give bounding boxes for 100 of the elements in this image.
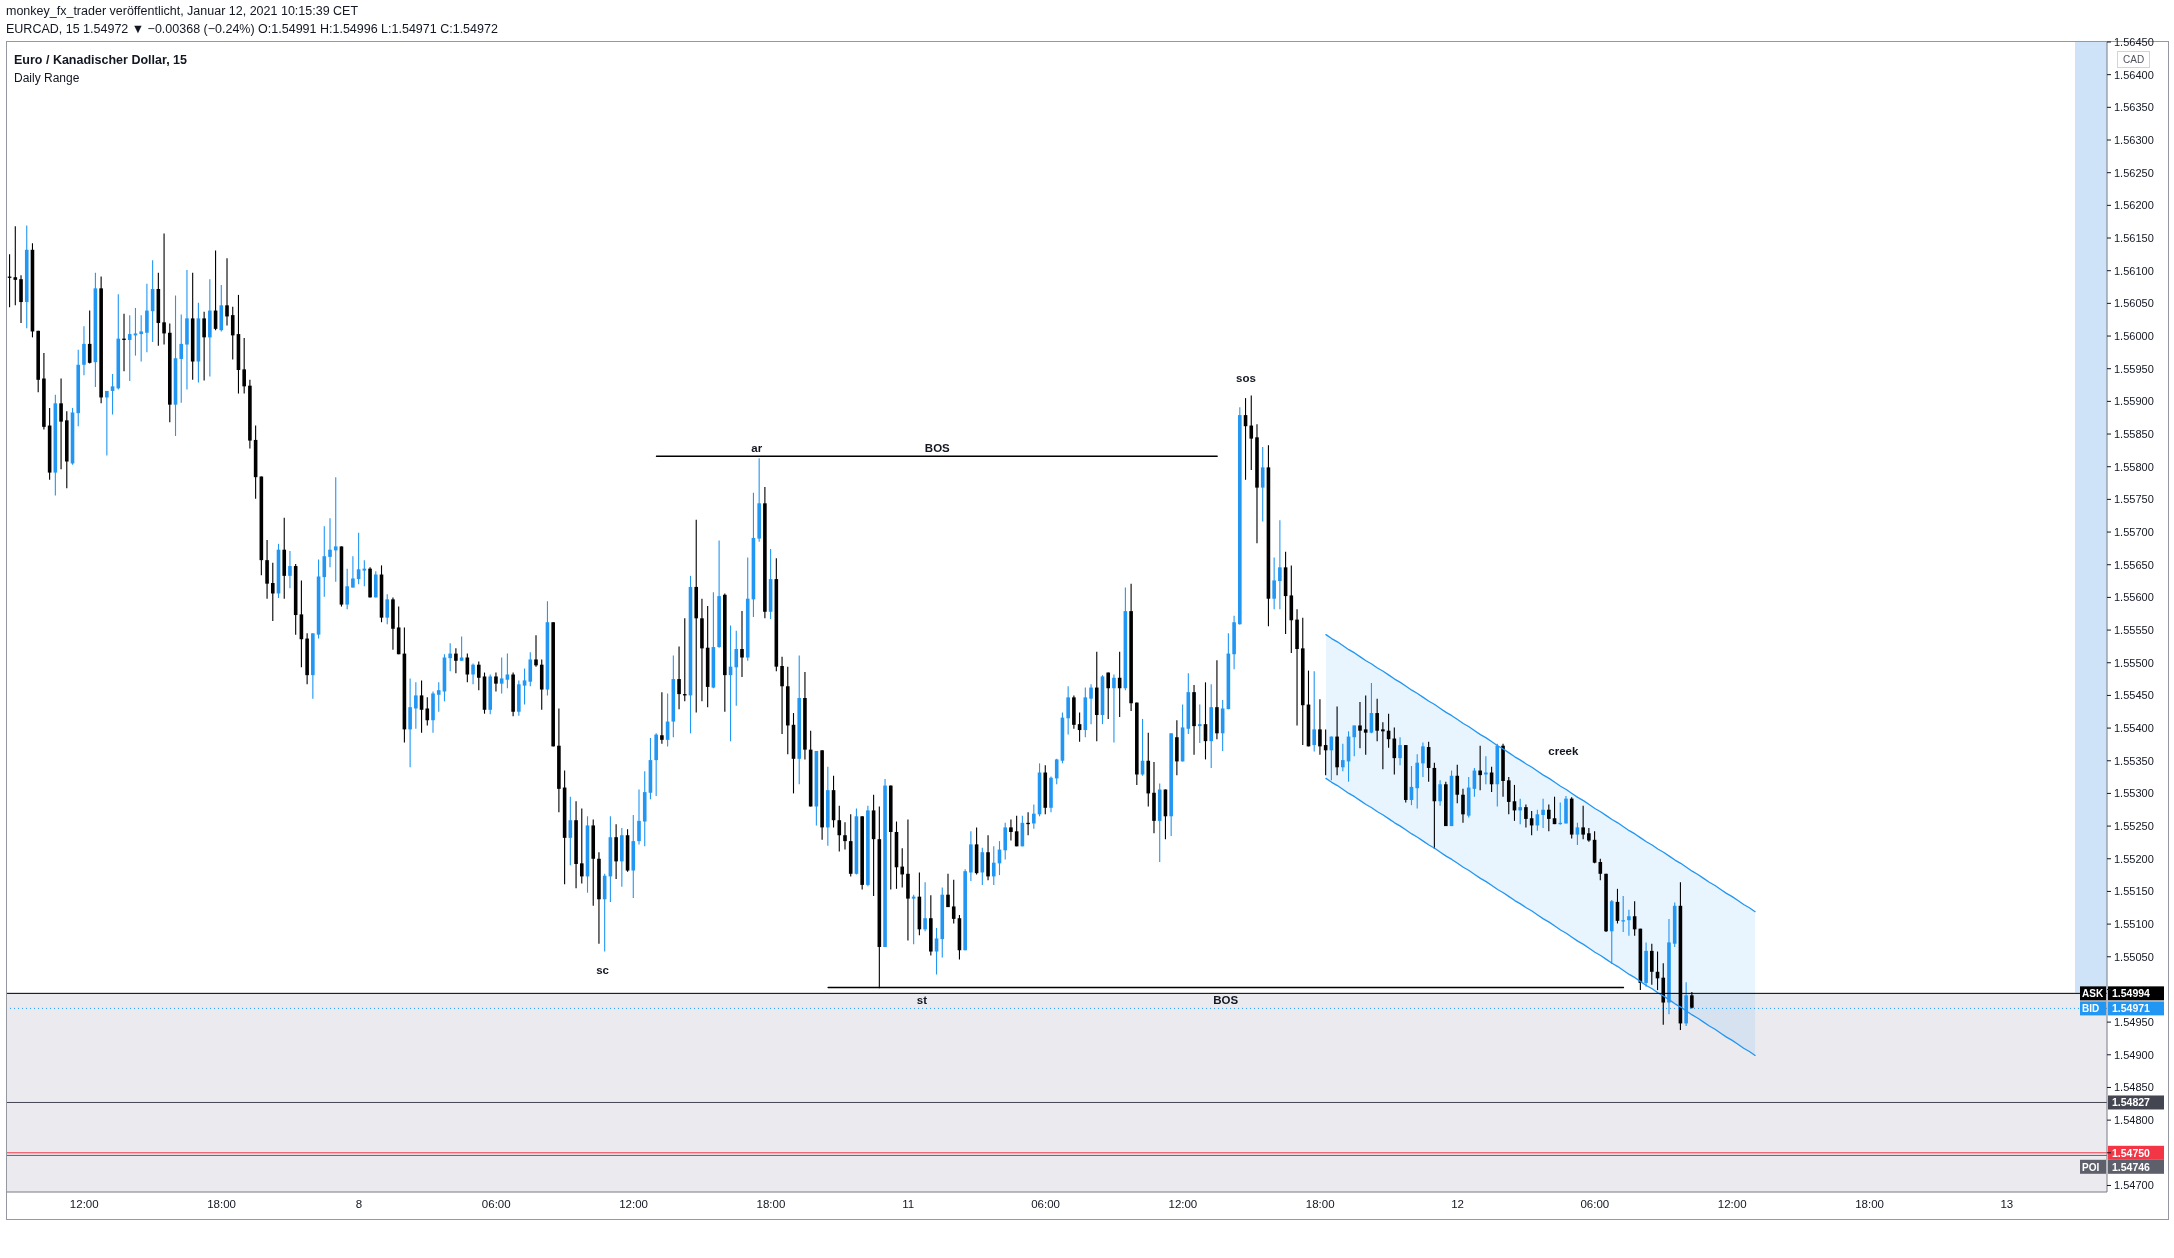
- y-tick-label: 1.55800: [2114, 460, 2154, 473]
- y-tick-label: 1.55200: [2114, 852, 2154, 865]
- candlestick: [1358, 701, 1362, 749]
- y-tick-label: 1.54850: [2114, 1081, 2154, 1094]
- y-tick-label: 1.56350: [2114, 101, 2154, 114]
- x-tick-label: 18:00: [1855, 1198, 1884, 1211]
- y-tick-label: 1.54700: [2114, 1179, 2154, 1192]
- candlestick: [534, 634, 538, 668]
- candlestick: [345, 568, 349, 610]
- x-tick-label: 11: [902, 1198, 915, 1211]
- y-tick-label: 1.55300: [2114, 787, 2154, 800]
- y-tick-label: 1.56100: [2114, 264, 2154, 277]
- candlestick: [740, 610, 744, 678]
- x-tick-label: 18:00: [1305, 1198, 1335, 1211]
- candlestick: [660, 691, 664, 745]
- ref-line-label: ASK 1.54994: [2082, 987, 2151, 1000]
- y-tick-label: 1.55700: [2114, 526, 2154, 539]
- candlestick: [385, 593, 390, 625]
- candlestick: [946, 873, 950, 908]
- candlestick: [1398, 736, 1402, 766]
- candlestick: [1518, 798, 1522, 825]
- candlestick: [162, 232, 166, 346]
- candlestick: [528, 651, 533, 687]
- candlestick: [414, 681, 418, 730]
- candlestick: [780, 656, 784, 735]
- annotation: creek: [1548, 744, 1579, 758]
- candlestick: [522, 668, 527, 706]
- candlestick: [471, 662, 475, 685]
- x-tick-label: 06:00: [481, 1198, 511, 1211]
- candlestick: [145, 283, 149, 353]
- y-tick-label: 1.55850: [2114, 428, 2154, 441]
- text: Euro / Kanadischer Dollar, 15: [14, 52, 187, 68]
- y-tick-label: 1.55250: [2114, 820, 2154, 833]
- candlestick: [1381, 721, 1385, 770]
- y-tick-label: 1.54900: [2114, 1048, 2154, 1061]
- x-tick-label: 06:00: [1580, 1198, 1610, 1211]
- x-tick-label: 8: [355, 1198, 363, 1211]
- candlestick: [1197, 704, 1202, 744]
- x-tick-label: 12:00: [69, 1198, 99, 1211]
- candlestick: [1003, 822, 1008, 860]
- candlestick: [734, 630, 739, 707]
- x-tick-label: 18:00: [756, 1198, 786, 1211]
- candlestick: [677, 645, 681, 710]
- candlestick: [1506, 776, 1511, 815]
- candlestick: [579, 807, 584, 885]
- candlestick: [225, 257, 229, 327]
- candlestick: [59, 377, 63, 470]
- y-tick-label: 1.56200: [2114, 199, 2154, 212]
- candlestick: [436, 681, 441, 713]
- y-tick-label: 1.55100: [2114, 918, 2154, 931]
- candlestick: [1106, 671, 1111, 720]
- candlestick: [1547, 803, 1551, 832]
- candlestick: [1032, 803, 1036, 830]
- candlestick: [1478, 745, 1482, 791]
- candlestick: [1009, 819, 1013, 842]
- candlestick: [230, 306, 235, 361]
- ref-line-label: 1.54827: [2112, 1096, 2151, 1109]
- candlestick: [1455, 764, 1460, 804]
- x-tick-label: 06:00: [1031, 1198, 1060, 1211]
- candlestick: [408, 677, 412, 768]
- candlestick: [1363, 694, 1368, 756]
- candlestick: [454, 647, 458, 674]
- candlestick: [265, 539, 269, 600]
- y-tick-label: 1.55450: [2114, 689, 2154, 702]
- y-tick-label: 1.55350: [2114, 754, 2154, 767]
- candlestick: [951, 879, 956, 924]
- candlestick: [843, 821, 847, 851]
- candlestick: [1524, 803, 1528, 828]
- y-tick-label: 1.55600: [2114, 591, 2154, 604]
- candlestick: [1375, 698, 1379, 742]
- candlestick: [1318, 698, 1322, 756]
- annotation: sos: [1236, 371, 1256, 385]
- candlestick: [139, 314, 143, 363]
- y-tick-label: 1.54800: [2114, 1114, 2154, 1127]
- candlestick: [351, 555, 355, 589]
- text: monkey_fx_trader veröffentlicht, Januar 12, 2021 10:15:39 CET: [6, 3, 359, 19]
- candlestick: [1112, 673, 1116, 743]
- candlestick: [1089, 683, 1093, 725]
- y-tick-label: 1.56000: [2114, 330, 2154, 343]
- candlestick: [242, 337, 246, 395]
- candlestick: [1581, 805, 1585, 840]
- candlestick: [110, 373, 115, 415]
- y-tick-label: 1.55900: [2114, 395, 2154, 408]
- x-tick-label: 12:00: [1717, 1198, 1747, 1211]
- candlestick: [179, 313, 184, 404]
- x-tick-label: 12: [1451, 1198, 1464, 1211]
- candlestick: [1650, 943, 1654, 986]
- y-tick-label: 1.56150: [2114, 232, 2154, 245]
- y-tick-label: 1.55150: [2114, 885, 2154, 898]
- candlestick: [1541, 798, 1545, 829]
- y-tick-label: 1.56450: [2114, 36, 2154, 48]
- candlestick: [1272, 556, 1276, 610]
- candlestick: [1066, 685, 1070, 736]
- candlestick: [1438, 779, 1442, 807]
- y-tick-label: 1.55050: [2114, 950, 2154, 963]
- candlestick: [1352, 724, 1357, 757]
- candlestick: [637, 788, 641, 845]
- text: POI 1.54746: [2082, 1160, 2150, 1173]
- y-tick-label: 1.54950: [2114, 1016, 2154, 1029]
- candlestick: [19, 274, 23, 324]
